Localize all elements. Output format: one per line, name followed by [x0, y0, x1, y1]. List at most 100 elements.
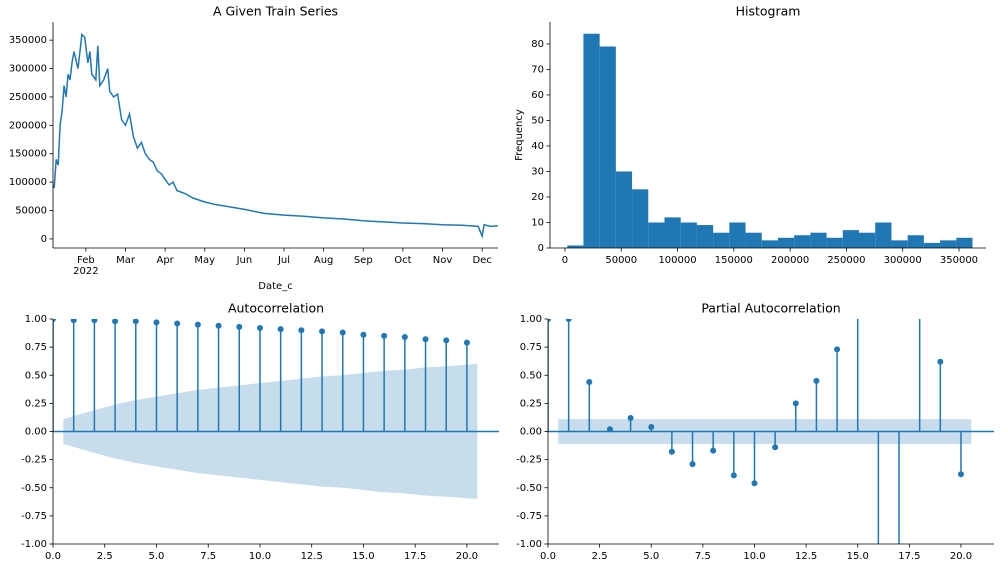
bar [891, 240, 908, 248]
bar [956, 237, 973, 248]
x-tick-label: 50000 [605, 255, 637, 266]
x-tick-label: 0.0 [540, 551, 556, 562]
marker [422, 336, 429, 343]
x-tick-label: 20.0 [950, 551, 972, 562]
marker [586, 379, 593, 385]
marker [381, 332, 388, 339]
marker [792, 400, 799, 407]
marker [648, 424, 655, 430]
marker [70, 319, 77, 324]
x-tick-label: 250000 [827, 255, 865, 266]
y-tick-label: 0.00 [520, 427, 542, 438]
x-tick-label: 7.5 [695, 551, 711, 562]
bar [583, 33, 600, 248]
x-tick-label: Mar [116, 255, 136, 266]
x-tick-label: 0 [562, 255, 568, 266]
x-tick-label: 7.5 [200, 551, 216, 562]
x-tick-label: 350000 [940, 255, 978, 266]
x-tick-label: Oct [394, 255, 411, 266]
y-tick-label: 30 [531, 166, 544, 177]
y-tick-label: 0.00 [25, 427, 47, 438]
x-tick-label: 0.0 [45, 551, 61, 562]
panel: A Given Train Series Date_c 0 50000 100000 15… [9, 4, 498, 292]
y-tick-label: -0.75 [516, 511, 542, 522]
marker [277, 326, 284, 333]
bar [696, 225, 714, 248]
x-tick-label: 12.5 [301, 551, 323, 562]
y-tick-label: 0 [41, 234, 47, 245]
x-tick-label: 17.5 [404, 551, 426, 562]
x-tick-label: 10.0 [743, 551, 765, 562]
x-tick-label: Nov [433, 255, 453, 266]
marker [813, 377, 820, 384]
x-tick-label: Dec [472, 255, 491, 266]
y-axis-label: Frequency [514, 109, 525, 161]
y-tick-label: 0.75 [520, 342, 542, 353]
marker [256, 325, 263, 331]
marker [91, 319, 98, 324]
x-tick-label: Apr [156, 255, 174, 266]
bar [615, 171, 633, 248]
x-tick-label: 12.5 [795, 551, 817, 562]
bar [632, 189, 649, 248]
x-tick-label: Jul [277, 255, 290, 266]
plot-area [53, 32, 498, 239]
x-tick-label: 5.0 [149, 551, 165, 562]
marker [360, 331, 367, 338]
bar [794, 235, 811, 248]
marker [443, 337, 450, 344]
y-tick-label: 1.00 [520, 314, 542, 325]
x-tick-label: Aug [314, 255, 334, 266]
marker [112, 319, 119, 325]
bar [729, 222, 746, 248]
x-tick-label: 100000 [658, 255, 696, 266]
y-tick-label: 70 [531, 64, 544, 75]
y-tick-label: 50 [531, 115, 544, 126]
chart-title: Autocorrelation [228, 301, 324, 316]
y-tick-label: -0.25 [21, 455, 47, 466]
x-tick-label: 17.5 [898, 551, 920, 562]
marker [153, 319, 160, 326]
y-tick-label: -0.50 [21, 483, 47, 494]
marker [668, 448, 675, 455]
marker [875, 564, 881, 568]
y-tick-label: 50000 [15, 206, 47, 217]
y-tick-label: 0.75 [25, 342, 47, 353]
y-tick-label: -1.00 [516, 539, 542, 550]
marker [730, 472, 737, 479]
panel: Partial Autocorrelation -1.00 -0.75 -0.50 -0… [516, 294, 994, 568]
y-tick-label: -0.75 [21, 511, 47, 522]
y-tick-label: 150000 [9, 149, 47, 160]
y-tick-label: 200000 [9, 120, 47, 131]
x-tick-label: Sep [354, 255, 373, 266]
marker [53, 319, 56, 322]
marker [132, 319, 139, 325]
marker [772, 444, 779, 451]
plot-area [548, 294, 994, 568]
bar [923, 242, 941, 248]
y-tick-label: -0.50 [516, 483, 542, 494]
x-tick-label: May [194, 255, 215, 266]
marker [627, 415, 634, 421]
y-tick-label: 0 [538, 243, 544, 254]
bar [745, 232, 762, 248]
bar [777, 237, 795, 248]
y-tick-label: -0.25 [516, 455, 542, 466]
bar [761, 240, 778, 248]
y-tick-label: 10 [531, 217, 544, 228]
x-tick-label: 300000 [884, 255, 922, 266]
panel: Autocorrelation -1.00 -0.75 -0.50 -0.25 0.00 0… [21, 301, 499, 562]
marker [957, 471, 964, 478]
bar [713, 232, 730, 248]
x-tick-year: 2022 [73, 266, 98, 277]
marker [215, 322, 222, 329]
marker [548, 319, 551, 322]
x-tick-label: 15.0 [847, 551, 869, 562]
x-axis-label: Date_c [258, 281, 292, 292]
marker [917, 294, 923, 300]
bar [810, 232, 827, 248]
y-tick-label: 350000 [9, 35, 47, 46]
marker [565, 319, 572, 322]
y-tick-label: 0.25 [520, 398, 542, 409]
